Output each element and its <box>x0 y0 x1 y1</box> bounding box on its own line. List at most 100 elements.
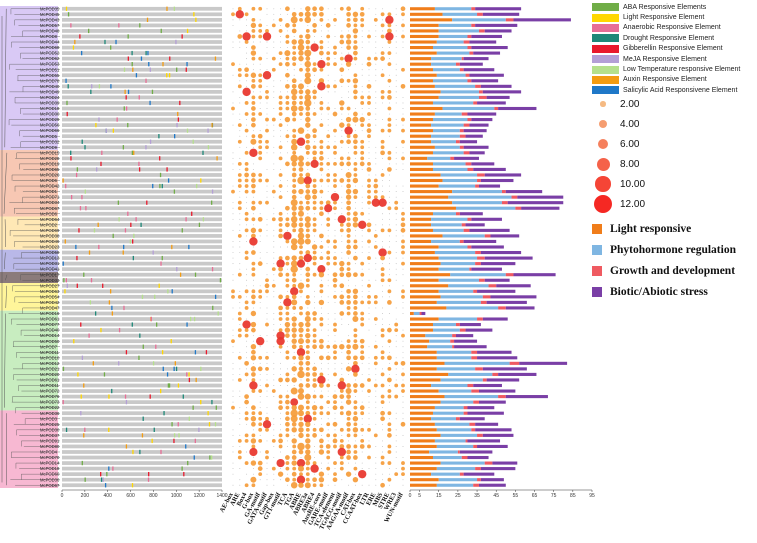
bubble <box>251 172 256 178</box>
bar-segment <box>431 62 456 66</box>
bubble-zero <box>395 357 397 359</box>
bubble-zero <box>286 13 288 15</box>
bubble <box>401 261 405 266</box>
bubble <box>373 189 378 194</box>
bubble <box>318 78 325 84</box>
bar-segment <box>448 372 493 376</box>
bubble <box>326 433 331 438</box>
bubble <box>353 444 358 449</box>
bar-segment <box>438 23 472 27</box>
bar-segment <box>467 217 472 221</box>
bubble <box>367 189 371 194</box>
element-mark <box>159 172 162 178</box>
bar-segment <box>477 256 485 260</box>
bubble-zero <box>239 102 241 104</box>
element-mark <box>174 361 176 366</box>
bubble-zero <box>368 484 370 486</box>
bar-segment <box>432 411 464 415</box>
bubble <box>312 62 317 67</box>
promoter-line <box>62 461 222 465</box>
element-mark <box>65 427 68 432</box>
bar-segment <box>410 278 439 282</box>
bubble <box>324 204 333 213</box>
bubble <box>250 438 257 444</box>
bar-segment <box>469 228 510 232</box>
bubble <box>378 198 387 207</box>
element-legend-swatch <box>592 55 619 64</box>
promoter-line <box>62 228 222 233</box>
bar-segment <box>463 68 495 72</box>
bubble <box>312 95 317 100</box>
bubble-zero <box>402 152 404 154</box>
element-mark <box>118 217 120 222</box>
bubble <box>251 233 256 239</box>
promoter-line <box>62 439 222 443</box>
bubble-zero <box>307 157 309 159</box>
element-legend-swatch <box>592 3 619 12</box>
bubble <box>387 78 392 83</box>
bubble-zero <box>246 357 248 359</box>
promoter-line <box>62 29 222 33</box>
bubble <box>250 476 257 483</box>
bar-segment <box>459 239 464 244</box>
bubble <box>278 216 283 222</box>
bar-segment <box>429 339 451 343</box>
bubble <box>387 12 392 17</box>
bar-segment <box>440 433 478 437</box>
element-mark <box>171 289 173 294</box>
bubble-zero <box>232 91 234 93</box>
bubble-zero <box>334 58 336 60</box>
bar-segment <box>463 228 470 232</box>
element-mark <box>185 217 187 222</box>
bubble <box>346 421 351 427</box>
element-mark <box>127 122 129 128</box>
bubble-zero <box>232 218 234 220</box>
bubble-zero <box>266 440 268 442</box>
bar-segment <box>455 140 460 144</box>
bubble <box>360 261 365 266</box>
bubble-zero <box>388 246 390 248</box>
gene-label: McPOD19 <box>40 161 60 166</box>
bar-segment <box>434 112 462 116</box>
bubble <box>346 339 351 344</box>
bubble-zero <box>320 279 322 281</box>
element-mark <box>166 73 168 78</box>
bar-segment <box>477 444 508 448</box>
bar-segment <box>467 79 472 83</box>
bar-segment <box>455 212 460 216</box>
bubble-zero <box>232 473 234 475</box>
bubble-zero <box>368 207 370 209</box>
bubble-zero <box>280 119 282 121</box>
bubble-zero <box>327 91 329 93</box>
bubble-zero <box>361 202 363 204</box>
bubble-zero <box>348 362 350 364</box>
bubble <box>296 348 306 357</box>
bubble <box>285 333 290 338</box>
bubble <box>353 339 358 344</box>
promoter-line <box>62 422 222 427</box>
bubble-zero <box>327 235 329 237</box>
bubble-zero <box>280 418 282 420</box>
bubble <box>353 239 358 244</box>
bubble-zero <box>232 163 234 165</box>
bar-segment <box>410 306 447 310</box>
bubble-zero <box>402 396 404 398</box>
bubble-zero <box>361 74 363 76</box>
bubble-zero <box>232 451 234 453</box>
bubble-zero <box>395 63 397 65</box>
bubble <box>346 444 351 449</box>
bubble <box>278 328 283 333</box>
bubble <box>299 17 303 22</box>
element-mark <box>63 278 65 283</box>
bubble <box>339 178 345 183</box>
bubble <box>344 54 353 63</box>
bubble <box>346 217 351 222</box>
gene-label: McPOD31 <box>40 261 60 266</box>
bubble-zero <box>273 418 275 420</box>
bubble <box>312 411 317 416</box>
promoter-line <box>62 455 222 460</box>
bubble-zero <box>361 268 363 270</box>
bar-segment <box>465 73 470 77</box>
bubble <box>296 137 306 146</box>
bubble-zero <box>382 157 384 159</box>
